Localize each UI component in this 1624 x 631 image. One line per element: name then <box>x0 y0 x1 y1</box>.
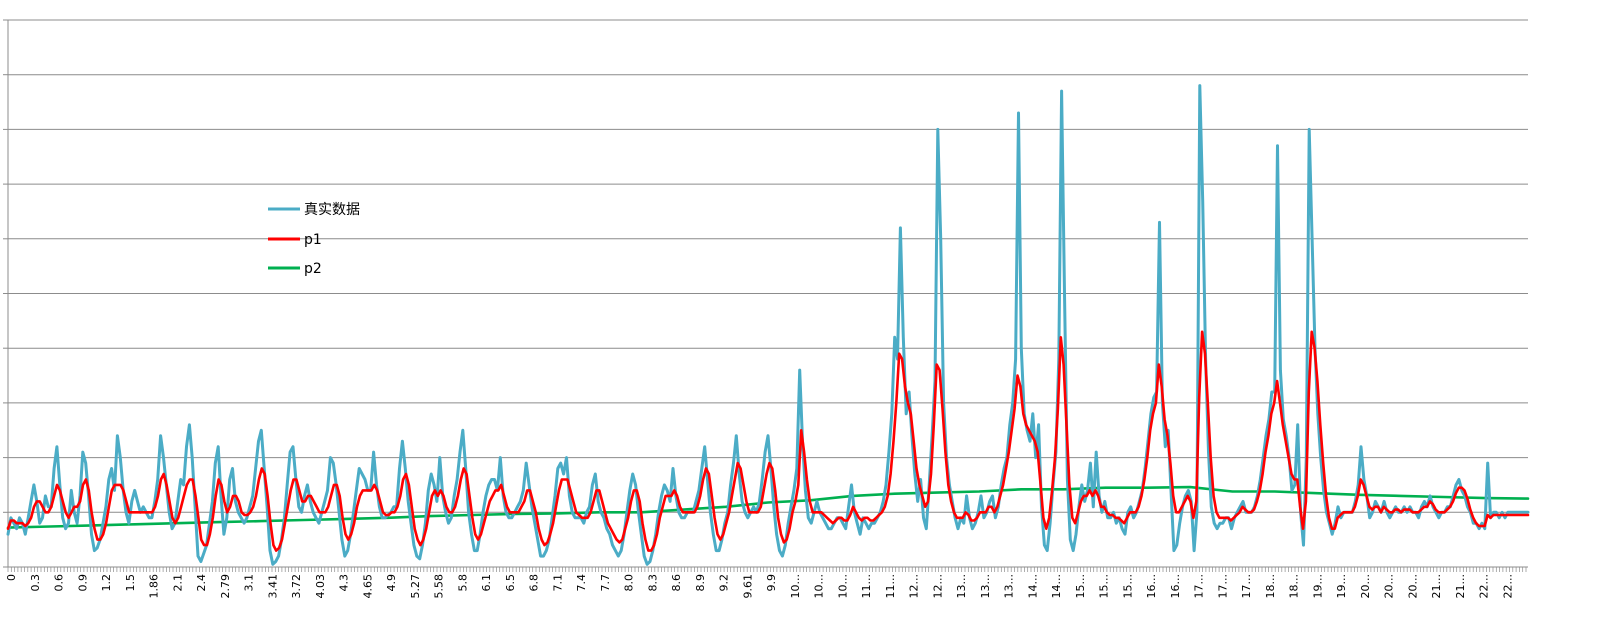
legend-label: p1 <box>304 232 322 248</box>
x-tick-label: 6.5 <box>504 574 517 592</box>
x-tick-label: 17... <box>1216 574 1229 599</box>
x-tick-label: 20... <box>1406 574 1419 599</box>
x-tick-label: 7.1 <box>551 574 564 592</box>
x-tick-label: 1.2 <box>100 574 113 592</box>
x-tick-label: 0.3 <box>29 574 42 592</box>
series-line-real-data <box>6 84 1530 566</box>
x-tick-label: 15... <box>1074 574 1087 599</box>
legend-label: p2 <box>304 261 322 277</box>
x-tick-label: 13... <box>979 574 992 599</box>
x-tick-label: 12... <box>931 574 944 599</box>
x-tick-label: 9.61 <box>741 574 754 599</box>
x-tick-label: 19... <box>1335 574 1348 599</box>
legend-label: 真实数据 <box>304 202 360 218</box>
x-tick-label: 0.9 <box>76 574 89 592</box>
x-tick-label: 2.79 <box>219 574 232 599</box>
x-tick-label: 14... <box>1026 574 1039 599</box>
x-tick-label: 8.9 <box>694 574 707 592</box>
x-tick-label: 21... <box>1430 574 1443 599</box>
x-tick-label: 6.1 <box>480 574 493 592</box>
x-tick-label: 10... <box>789 574 802 599</box>
x-tick-label: 15... <box>1098 574 1111 599</box>
series-line-p2 <box>6 485 1530 529</box>
x-tick-label: 10... <box>813 574 826 599</box>
x-tick-label: 4.9 <box>385 574 398 592</box>
x-tick-label: 22... <box>1501 574 1514 599</box>
x-tick-label: 3.1 <box>243 574 256 592</box>
x-tick-label: 0 <box>5 574 18 581</box>
x-tick-label: 3.72 <box>290 574 303 599</box>
x-tick-label: 11... <box>884 574 897 599</box>
x-tick-label: 8.0 <box>623 574 636 592</box>
x-tick-label: 11... <box>860 574 873 599</box>
x-tick-label: 7.4 <box>575 574 588 592</box>
x-tick-label: 8.6 <box>670 574 683 592</box>
x-tick-label: 13... <box>1003 574 1016 599</box>
x-tick-label: 5.58 <box>433 574 446 599</box>
x-tick-label: 0.6 <box>53 574 66 592</box>
x-tick-label: 20... <box>1383 574 1396 599</box>
x-tick-label: 21... <box>1454 574 1467 599</box>
y-axis <box>3 19 9 568</box>
x-tick-label: 1.86 <box>148 574 161 599</box>
series-line-p1 <box>6 330 1530 552</box>
x-tick-label: 9.9 <box>765 574 778 592</box>
x-tick-label: 14... <box>1050 574 1063 599</box>
series-layer <box>6 84 1530 566</box>
x-tick-label: 9.2 <box>718 574 731 592</box>
x-tick-label: 6.8 <box>528 574 541 592</box>
x-tick-label: 4.03 <box>314 574 327 599</box>
grid-lines <box>8 19 1528 513</box>
x-tick-label: 1.5 <box>124 574 137 592</box>
legend: 真实数据 p1 p2 <box>268 202 360 277</box>
x-tick-label: 8.3 <box>646 574 659 592</box>
x-tick-label: 15... <box>1121 574 1134 599</box>
x-tick-label: 12... <box>908 574 921 599</box>
x-tick-label: 2.1 <box>171 574 184 592</box>
x-tick-label: 5.8 <box>456 574 469 592</box>
x-tick-label: 18... <box>1264 574 1277 599</box>
x-tick-label: 4.3 <box>338 574 351 592</box>
x-tick-label: 2.4 <box>195 574 208 592</box>
x-tick-label: 18... <box>1288 574 1301 599</box>
x-tick-label: 16... <box>1169 574 1182 599</box>
x-tick-label: 22... <box>1478 574 1491 599</box>
x-tick-label: 4.65 <box>361 574 374 599</box>
x-tick-label: 13... <box>955 574 968 599</box>
x-tick-label: 20... <box>1359 574 1372 599</box>
x-tick-label: 17... <box>1240 574 1253 599</box>
x-tick-label: 17... <box>1193 574 1206 599</box>
x-tick-label: 19... <box>1311 574 1324 599</box>
x-tick-label: 3.41 <box>266 574 279 599</box>
x-axis: 0 0.3 0.6 0.9 1.2 1.5 1.86 2.1 2.4 2.79 3.1 3.41 3.7… <box>5 566 1528 599</box>
x-tick-label: 5.27 <box>409 574 422 599</box>
x-tick-label: 10... <box>836 574 849 599</box>
x-tick-label: 16... <box>1145 574 1158 599</box>
x-tick-label: 7.7 <box>599 574 612 592</box>
